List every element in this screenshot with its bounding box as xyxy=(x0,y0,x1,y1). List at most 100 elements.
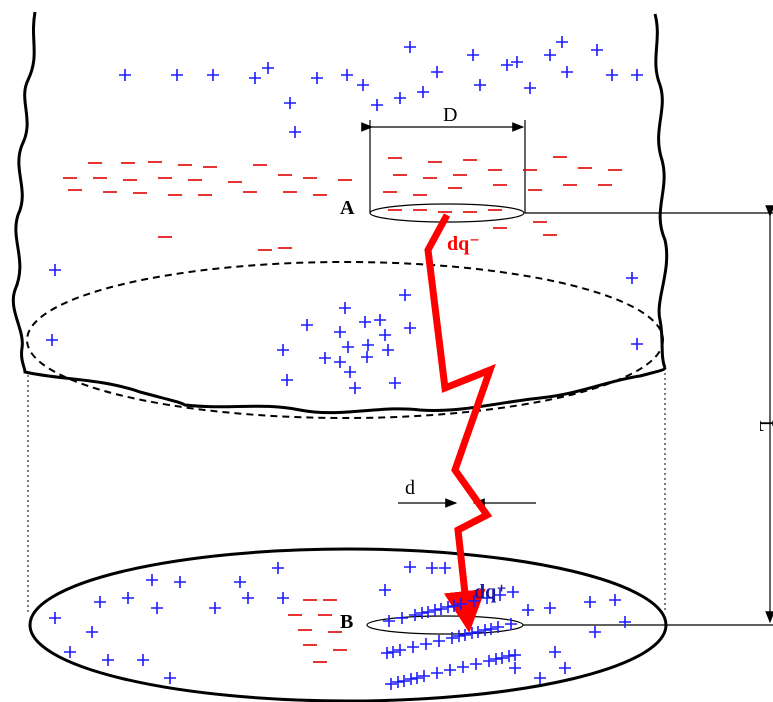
plus-charge xyxy=(399,289,411,301)
plus-charge xyxy=(505,618,517,630)
plus-charge xyxy=(122,592,134,604)
plus-charge xyxy=(420,638,432,650)
plus-charge xyxy=(431,667,443,679)
plus-charge xyxy=(382,344,394,356)
label-dq-plus: dq⁺ xyxy=(474,581,507,603)
plus-charge xyxy=(479,624,491,636)
plus-charge xyxy=(396,612,408,624)
plus-charge xyxy=(334,356,346,368)
plus-charge xyxy=(311,72,323,84)
plus-charge xyxy=(544,49,556,61)
plus-charge xyxy=(361,351,373,363)
plus-charge xyxy=(164,672,176,684)
plus-charge xyxy=(468,595,480,607)
plus-charge xyxy=(556,36,568,48)
plus-charge xyxy=(422,606,434,618)
plus-charge xyxy=(442,601,454,613)
plus-charge xyxy=(492,621,504,633)
plus-charge xyxy=(334,326,346,338)
plus-charge xyxy=(102,654,114,666)
plus-charge xyxy=(631,69,643,81)
plus-charge xyxy=(359,316,371,328)
plus-charge xyxy=(444,664,456,676)
plus-charge xyxy=(407,641,419,653)
plus-charge xyxy=(272,562,284,574)
plus-charge xyxy=(234,576,246,588)
plus-charge xyxy=(455,598,467,610)
plus-charge xyxy=(411,672,423,684)
plus-charge xyxy=(394,92,406,104)
plus-charge xyxy=(433,635,445,647)
charges xyxy=(46,36,643,690)
plus-charge xyxy=(319,352,331,364)
plus-charge xyxy=(151,602,163,614)
plus-charge xyxy=(503,650,515,662)
plus-charge xyxy=(49,612,61,624)
plus-charge xyxy=(171,69,183,81)
plus-charge xyxy=(453,630,465,642)
plus-charge xyxy=(544,602,556,614)
plus-charge xyxy=(381,647,393,659)
plus-charge xyxy=(470,658,482,670)
plus-charge xyxy=(46,334,58,346)
label-D: D xyxy=(443,104,457,126)
plus-charge xyxy=(511,56,523,68)
plus-charge xyxy=(281,374,293,386)
plus-charge xyxy=(481,592,493,604)
plus-charge xyxy=(522,604,534,616)
plus-charge xyxy=(383,615,395,627)
dashed-ellipse xyxy=(26,261,664,419)
plus-charge xyxy=(371,99,383,111)
plus-charge xyxy=(379,329,391,341)
plus-charge xyxy=(379,584,391,596)
plus-charge xyxy=(374,314,386,326)
plus-charge xyxy=(249,72,261,84)
plus-charge xyxy=(466,627,478,639)
plus-charge xyxy=(404,322,416,334)
plus-charge xyxy=(405,673,417,685)
plus-charge xyxy=(609,594,621,606)
plus-charge xyxy=(398,675,410,687)
plus-charge xyxy=(344,366,356,378)
plus-charge xyxy=(404,561,416,573)
plus-charge xyxy=(589,626,601,638)
plus-charge xyxy=(457,661,469,673)
plus-charge xyxy=(301,319,313,331)
plus-charge xyxy=(342,341,354,353)
plus-charge xyxy=(262,62,274,74)
plus-charge xyxy=(496,652,508,664)
plus-charge xyxy=(392,676,404,688)
plus-charge xyxy=(524,82,536,94)
lightning xyxy=(424,213,496,633)
plus-charge xyxy=(549,646,561,658)
plus-charge xyxy=(591,44,603,56)
label-L: L xyxy=(755,420,773,432)
plus-charge xyxy=(289,126,301,138)
plus-charge xyxy=(86,626,98,638)
plus-charge xyxy=(509,662,521,674)
plus-charge xyxy=(472,626,484,638)
plus-charge xyxy=(242,592,254,604)
plus-charge xyxy=(349,382,361,394)
plus-charge xyxy=(417,86,429,98)
plus-charge xyxy=(284,97,296,109)
plus-charge xyxy=(339,302,351,314)
plus-charge xyxy=(483,655,495,667)
plus-charge xyxy=(404,41,416,53)
plus-charge xyxy=(490,653,502,665)
plus-charge xyxy=(394,644,406,656)
plus-charge xyxy=(459,629,471,641)
plus-charge xyxy=(416,607,428,619)
plus-charge xyxy=(357,79,369,91)
plus-charge xyxy=(431,66,443,78)
plus-charge xyxy=(474,79,486,91)
plus-charge xyxy=(277,344,289,356)
plus-charge xyxy=(385,678,397,690)
plus-charge xyxy=(485,623,497,635)
plus-charge xyxy=(448,600,460,612)
plus-charge xyxy=(137,654,149,666)
plus-charge xyxy=(584,596,596,608)
label-d: d xyxy=(405,477,415,499)
plus-charge xyxy=(561,66,573,78)
